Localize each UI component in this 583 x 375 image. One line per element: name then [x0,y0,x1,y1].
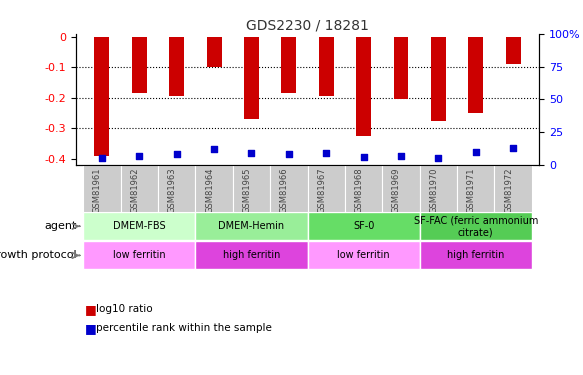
Bar [431,37,446,121]
Point [284,152,293,157]
Bar [195,242,308,269]
Text: DMEM-FBS: DMEM-FBS [113,221,166,231]
Point [247,150,256,156]
Bar [83,212,195,240]
Text: DMEM-Hemin: DMEM-Hemin [219,221,285,231]
Text: low ferritin: low ferritin [113,251,166,260]
Text: percentile rank within the sample: percentile rank within the sample [96,323,272,333]
Text: GSM81965: GSM81965 [243,167,251,213]
Title: GDS2230 / 18281: GDS2230 / 18281 [246,19,369,33]
Point [209,146,219,152]
Bar [233,165,270,211]
Bar [308,165,345,211]
Text: GSM81961: GSM81961 [93,167,102,213]
Point [434,155,443,161]
Text: agent: agent [44,221,76,231]
Point [172,152,181,157]
Point [322,150,331,156]
Bar [244,37,259,119]
Text: GSM81964: GSM81964 [205,167,214,213]
Text: GSM81969: GSM81969 [392,167,401,213]
Text: GSM81971: GSM81971 [467,167,476,213]
Bar [132,37,147,93]
Bar [83,242,195,269]
Bar [505,37,521,64]
Text: SF-FAC (ferric ammonium
citrate): SF-FAC (ferric ammonium citrate) [413,216,538,237]
Text: GSM81966: GSM81966 [280,167,289,213]
Point [396,153,406,159]
Text: ■: ■ [85,303,96,316]
Bar [308,212,420,240]
Bar [382,165,420,211]
Bar [158,165,195,211]
Bar [308,242,420,269]
Bar [494,165,532,211]
Text: GSM81962: GSM81962 [131,167,139,213]
Bar [420,165,457,211]
Point [135,153,144,159]
Text: log10 ratio: log10 ratio [96,304,153,314]
Bar [195,212,308,240]
Text: high ferritin: high ferritin [223,251,280,260]
Text: high ferritin: high ferritin [447,251,504,260]
Bar [420,212,532,240]
Bar [94,37,110,156]
Bar [83,165,121,211]
Bar [468,37,483,113]
Bar [345,165,382,211]
Bar [195,165,233,211]
Bar [319,37,333,96]
Text: GSM81963: GSM81963 [168,167,177,213]
Bar [282,37,296,93]
Point [508,145,518,151]
Text: growth protocol: growth protocol [0,251,76,260]
Text: GSM81967: GSM81967 [317,167,326,213]
Text: GSM81972: GSM81972 [504,167,513,213]
Point [471,149,480,155]
Bar [394,37,409,99]
Bar [270,165,308,211]
Point [359,154,368,160]
Bar [420,242,532,269]
Bar [206,37,222,68]
Bar [457,165,494,211]
Text: GSM81968: GSM81968 [354,167,364,213]
Bar [169,37,184,96]
Point [97,155,107,161]
Bar [121,165,158,211]
Bar [356,37,371,136]
Text: ■: ■ [85,322,96,334]
Text: GSM81970: GSM81970 [429,167,438,213]
Text: SF-0: SF-0 [353,221,374,231]
Text: low ferritin: low ferritin [338,251,390,260]
